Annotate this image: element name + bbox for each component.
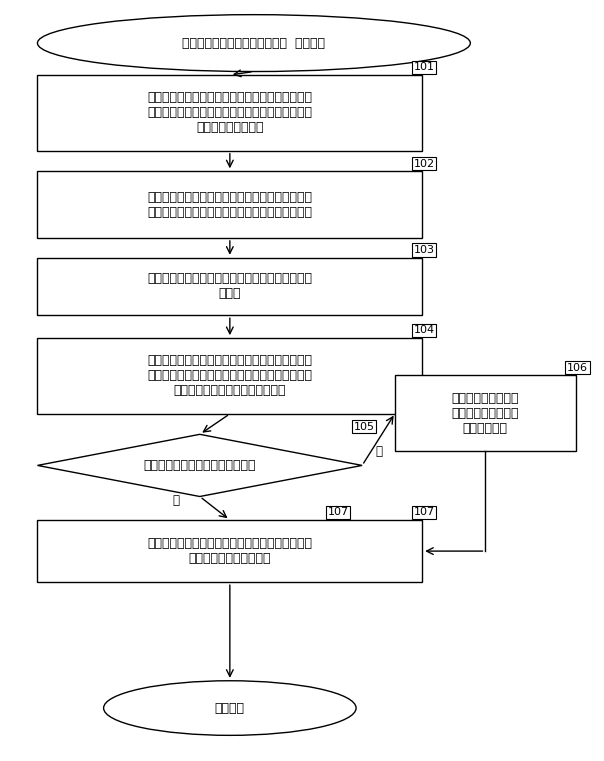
- Bar: [395, 375, 576, 451]
- Text: 103: 103: [414, 245, 434, 255]
- Bar: [37, 338, 422, 414]
- Text: 102: 102: [414, 158, 435, 169]
- Text: 104: 104: [414, 326, 435, 336]
- Bar: [37, 258, 422, 315]
- Text: 被操控方接受指令并执行，将结果返回经云服务平
台同步至用户客户端软件: 被操控方接受指令并执行，将结果返回经云服务平 台同步至用户客户端软件: [147, 537, 312, 565]
- Text: 101: 101: [414, 62, 434, 72]
- Text: 消息树和重发机制确
保复杂网络下关键指
令的发送成功: 消息树和重发机制确 保复杂网络下关键指 令的发送成功: [452, 392, 519, 435]
- Text: 105: 105: [353, 422, 374, 431]
- Bar: [37, 171, 422, 238]
- Text: 否: 否: [172, 494, 179, 507]
- Text: 107: 107: [414, 508, 435, 517]
- Polygon shape: [37, 435, 362, 496]
- Ellipse shape: [37, 14, 471, 72]
- Text: 是: 是: [375, 445, 382, 458]
- Text: 操控方通过客户端软件，获取被操控方实时状态，
通过云服务平台发送实时指令，经云服务平台转发
至被操控方，实现实时远控操控。: 操控方通过客户端软件，获取被操控方实时状态， 通过云服务平台发送实时指令，经云服…: [147, 355, 312, 397]
- Text: 云服务平台使用心跳机制判断被操控方设备实时在
线状态: 云服务平台使用心跳机制判断被操控方设备实时在 线状态: [147, 272, 312, 301]
- Bar: [37, 75, 422, 151]
- Text: 操控方和被操控方均实现连接云服务平台，云服务
平台将操控方和被操控方进行绑定，并记录存储。: 操控方和被操控方均实现连接云服务平台，云服务 平台将操控方和被操控方进行绑定，并…: [147, 190, 312, 218]
- Text: 经云服务平台判断是否为重要指令: 经云服务平台判断是否为重要指令: [144, 459, 256, 472]
- Text: 操控方获取被操控方机器人设备在互联网中的唯一
标识，并嵌入机器人设备操作系统装置，将其安装
于被操控方设备中。: 操控方获取被操控方机器人设备在互联网中的唯一 标识，并嵌入机器人设备操作系统装置…: [147, 91, 312, 135]
- Text: 用户登录云服务平台客户端软件  登录系统: 用户登录云服务平台客户端软件 登录系统: [182, 37, 326, 49]
- Ellipse shape: [104, 681, 356, 735]
- Text: 107: 107: [327, 508, 349, 517]
- Bar: [37, 520, 422, 582]
- Text: 流程结束: 流程结束: [215, 702, 245, 715]
- Text: 106: 106: [567, 362, 588, 373]
